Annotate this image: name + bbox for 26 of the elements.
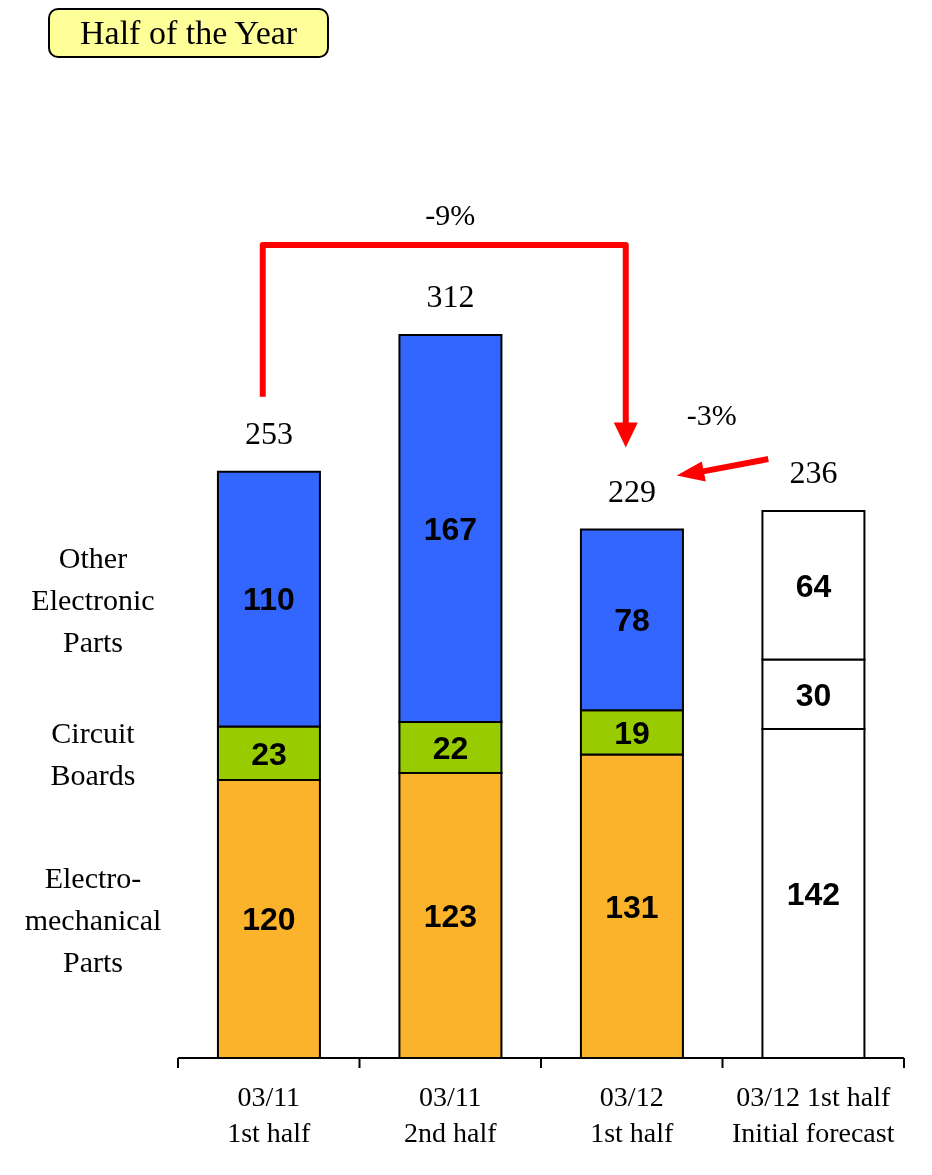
series-label: Electro- mechanical Parts bbox=[24, 860, 162, 978]
data-label: 23 bbox=[251, 735, 287, 772]
x-tick-label: 03/12 1st half bbox=[590, 1081, 675, 1148]
data-label: 64 bbox=[795, 567, 832, 604]
data-label: 167 bbox=[423, 510, 478, 547]
total-label: 253 bbox=[244, 414, 293, 451]
x-tick-label: 03/12 1st half Initial forecast bbox=[732, 1081, 895, 1148]
annotation: -3% bbox=[686, 397, 737, 431]
data-label: 120 bbox=[242, 901, 296, 938]
data-label: 22 bbox=[432, 729, 469, 766]
data-label: 131 bbox=[605, 888, 659, 925]
data-label: 30 bbox=[795, 676, 832, 713]
data-label: 142 bbox=[786, 875, 841, 912]
x-tick-label: 03/11 2nd half bbox=[403, 1081, 498, 1148]
data-label: 19 bbox=[614, 714, 650, 751]
text: Circuit Boards bbox=[50, 715, 136, 791]
data-label: 123 bbox=[423, 897, 478, 934]
total-label: 229 bbox=[607, 472, 656, 509]
text: Other Electronic Parts bbox=[31, 540, 155, 658]
data-label: 78 bbox=[614, 602, 650, 639]
total-label: 312 bbox=[426, 277, 475, 314]
total-label: 236 bbox=[789, 454, 838, 491]
x-tick-label: 03/11 1st half bbox=[227, 1081, 312, 1148]
text: -9% bbox=[425, 197, 476, 231]
chart-title: Half of the Year bbox=[48, 8, 330, 58]
data-label: 110 bbox=[243, 581, 295, 618]
